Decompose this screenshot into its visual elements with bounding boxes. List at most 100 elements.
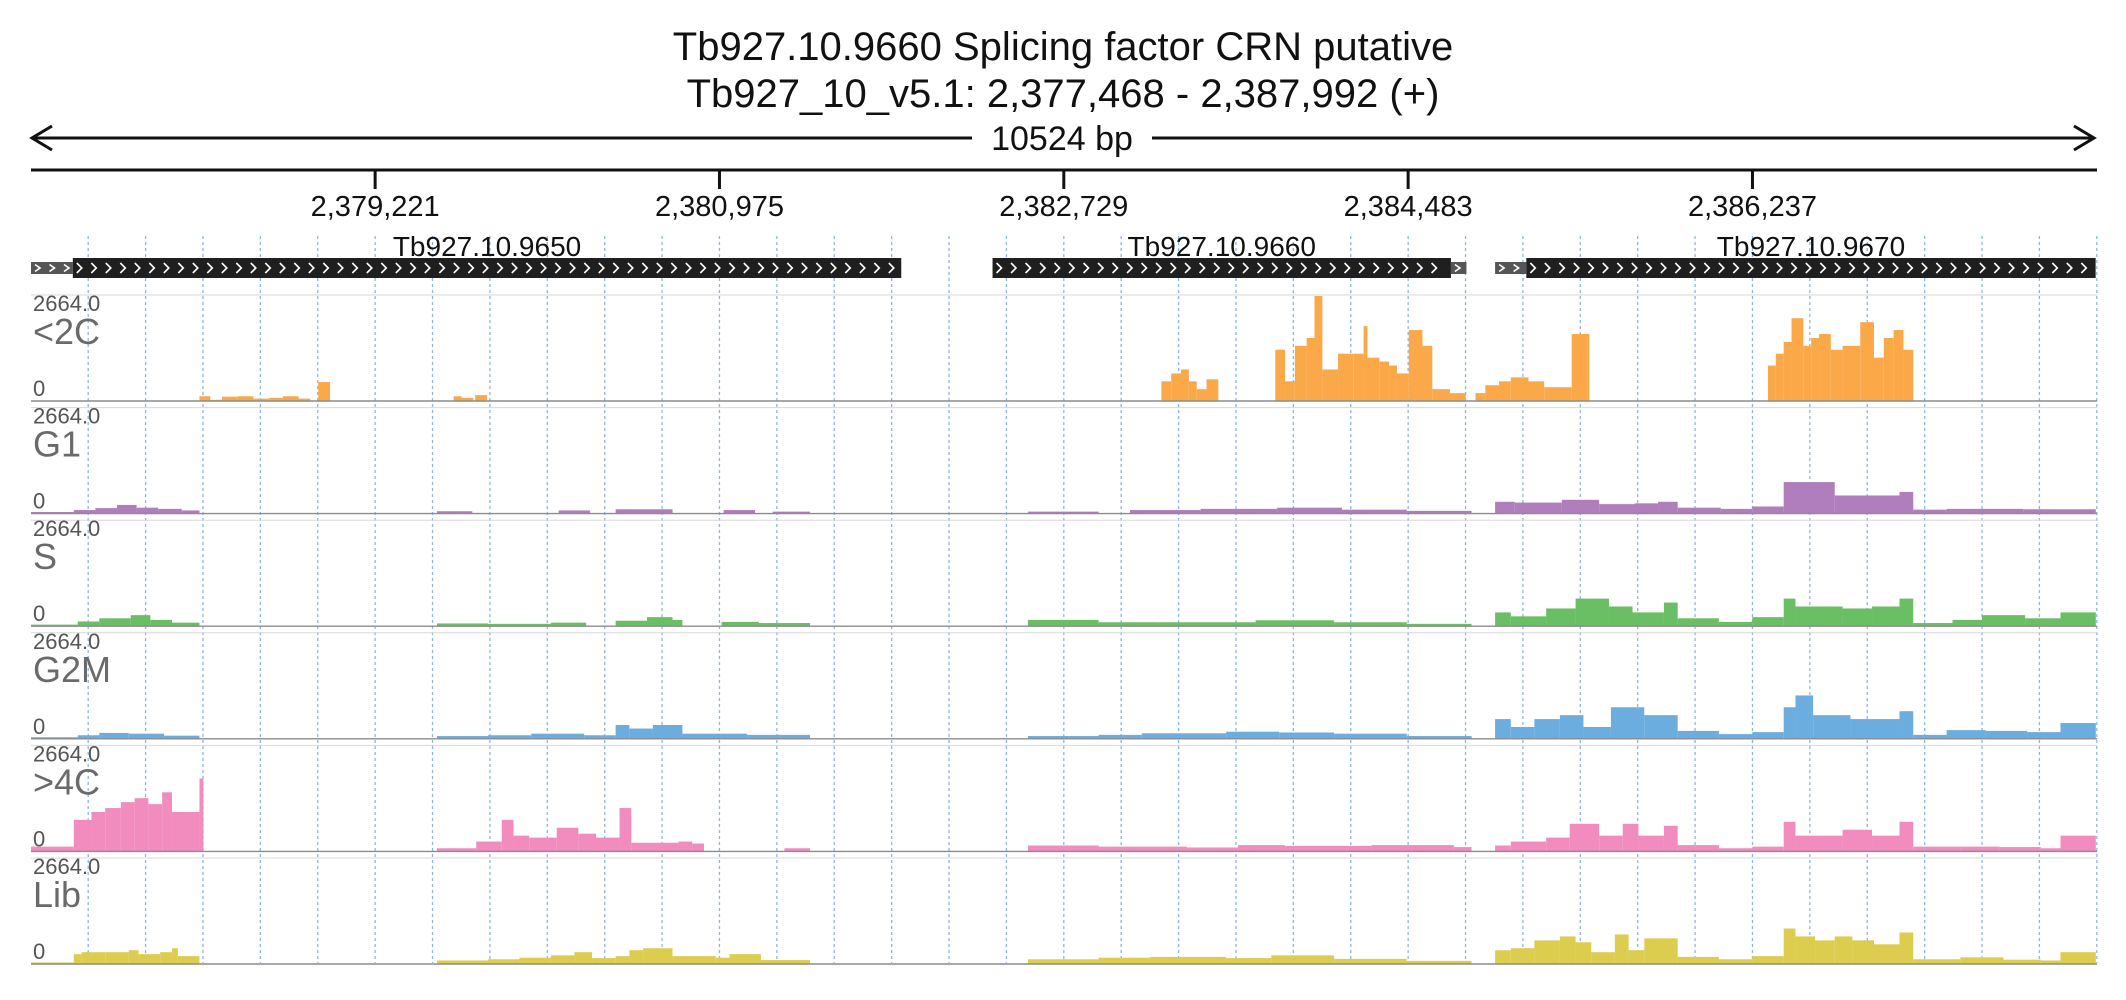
coverage-bar: [1899, 598, 1914, 627]
coverage-bar: [488, 735, 532, 739]
coverage-bar: [1873, 357, 1884, 401]
strand-chevron-icon: [1387, 262, 1395, 274]
ruler-tick-label: 2,386,237: [1688, 191, 1817, 223]
coverage-bar: [130, 615, 151, 627]
coverage-bar: [134, 798, 149, 852]
coverage-bar: [692, 843, 704, 852]
coverage-bar: [128, 733, 165, 739]
strand-chevron-icon: [525, 262, 533, 274]
coverage-bar: [1791, 318, 1804, 401]
coverage-bar: [222, 396, 238, 401]
coverage-bar: [1913, 623, 1953, 627]
strand-chevron-icon: [264, 262, 272, 274]
coverage-bar: [1559, 715, 1584, 739]
coverage-bar: [1149, 956, 1227, 964]
coverage-bar: [1860, 322, 1874, 401]
coverage-bar: [1098, 622, 1160, 627]
strand-chevron-icon: [1068, 262, 1076, 274]
coverage-bar: [1396, 373, 1409, 401]
coverage-bar: [1559, 936, 1576, 964]
coverage-bar: [1815, 940, 1835, 964]
coverage-bar: [99, 618, 131, 627]
coverage-bar: [1406, 736, 1472, 739]
strand-chevron-icon: [1602, 262, 1609, 274]
track-ymin-label: 0: [33, 601, 45, 626]
coverage-bar: [1634, 503, 1659, 514]
coverage-bar: [1499, 381, 1511, 401]
coverage-bar: [73, 954, 82, 964]
coverage-bar: [1353, 353, 1364, 401]
coverage-bar: [177, 956, 200, 964]
strand-chevron-icon: [511, 262, 518, 274]
coverage-bar: [1495, 612, 1511, 627]
coverage-bar: [105, 808, 121, 852]
track-name-label: S: [33, 536, 57, 577]
coverage-bar: [171, 948, 178, 964]
strand-chevron-icon: [1498, 263, 1506, 273]
coverage-bar: [1583, 726, 1611, 739]
coverage-bar: [1842, 345, 1861, 401]
coverage-bar: [721, 621, 759, 627]
coverage-bar: [81, 952, 106, 964]
strand-chevron-icon: [1314, 262, 1322, 274]
strand-chevron-icon: [1660, 262, 1667, 274]
strand-chevron-icon: [1169, 262, 1177, 274]
coverage-bar: [2060, 835, 2096, 852]
coverage-bar: [199, 778, 204, 852]
coverage-bar: [1408, 330, 1423, 401]
coverage-bar: [592, 958, 616, 964]
coverage-bar: [760, 960, 810, 964]
coverage-tracks: 2664.0<2C02664.0G102664.0S02664.0G2M0266…: [31, 291, 2097, 965]
strand-chevron-icon: [786, 262, 794, 274]
coverage-bar: [1027, 619, 1099, 627]
coverage-bar: [1406, 623, 1472, 627]
coverage-bar: [1206, 379, 1219, 401]
coverage-bar: [298, 398, 311, 401]
coverage-bar: [550, 622, 587, 627]
coverage-bar: [1752, 732, 1784, 739]
coverage-bar: [1752, 846, 1784, 852]
coverage-bar: [1622, 823, 1639, 852]
coverage-bar: [128, 950, 139, 964]
coverage-bar: [1644, 938, 1678, 964]
coverage-bar: [1322, 369, 1339, 401]
coverage-bar: [1279, 732, 1335, 739]
coverage-bar: [1196, 389, 1207, 401]
strand-chevron-icon: [366, 262, 373, 274]
coverage-bar: [1677, 730, 1719, 739]
coverage-bar: [73, 510, 96, 514]
coverage-bar: [150, 619, 172, 627]
coverage-bar: [105, 952, 129, 964]
ruler-tick-label: 2,379,221: [311, 191, 440, 223]
coverage-bar: [436, 511, 473, 514]
coverage-bar: [1752, 956, 1784, 964]
ruler-ticks: 2,379,221 2,380,975 2,382,729 2,384,483 2,38…: [311, 170, 1817, 223]
coverage-bar: [629, 728, 653, 739]
strand-chevron-icon: [995, 262, 1003, 274]
strand-chevron-icon: [148, 262, 156, 274]
strand-chevron-icon: [1227, 262, 1235, 274]
coverage-bar: [556, 827, 579, 852]
coverage-bar: [647, 617, 673, 627]
track-ymin-label: 0: [33, 376, 45, 401]
strand-chevron-icon: [1155, 262, 1163, 274]
coverage-bar: [2027, 732, 2061, 739]
coverage-bar: [95, 508, 117, 514]
strand-chevron-icon: [395, 262, 402, 274]
strand-chevron-icon: [1573, 262, 1580, 274]
gene-utr5: [31, 262, 73, 274]
track-name-label: Lib: [33, 874, 81, 915]
coverage-bar: [116, 504, 137, 514]
strand-chevron-icon: [2051, 262, 2059, 274]
coverage-bar: [1294, 345, 1307, 401]
coverage-bar: [1899, 821, 1914, 852]
coverage-bar: [615, 725, 630, 739]
coverage-bar: [1946, 730, 1986, 739]
span-arrow-left-icon: [29, 124, 53, 152]
track-name-label: >4C: [33, 761, 100, 802]
coverage-bar: [1406, 960, 1472, 964]
coverage-bar: [1638, 835, 1664, 852]
coverage-bar: [1495, 950, 1511, 964]
strand-chevron-icon: [192, 262, 199, 274]
